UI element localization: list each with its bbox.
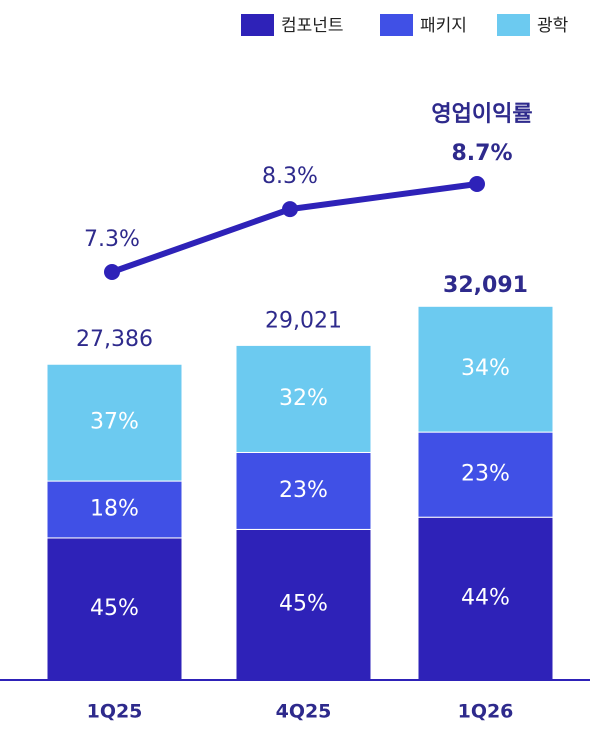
segment-label: 23% [461,462,510,487]
segment-label: 45% [90,596,139,621]
total-label: 32,091 [443,273,528,298]
legend-swatch [241,14,274,36]
segment-label: 23% [279,478,328,503]
segment-label: 44% [461,586,510,611]
segment-label: 18% [90,496,139,521]
segment-label: 37% [90,410,139,435]
bar-segment [417,431,554,518]
total-label: 27,386 [76,327,153,352]
bar-segment [46,537,183,681]
legend-label: 광학 [537,16,569,36]
margin-label: 8.7% [451,141,512,166]
legend-swatch [497,14,530,36]
legend-label: 패키지 [420,16,467,36]
x-tick-label: 1Q25 [87,701,143,723]
bar-segment [235,528,372,681]
margin-point [469,176,485,192]
x-tick-label: 4Q25 [276,701,332,723]
line-title: 영업이익률 [431,102,532,127]
segment-label: 45% [279,592,328,617]
bar-segment [417,516,554,681]
margin-point [104,264,120,280]
segment-label: 32% [279,386,328,411]
bar-segment [46,363,183,482]
legend-swatch [380,14,413,36]
margin-label: 7.3% [84,227,140,252]
bar-segment [235,451,372,530]
margin-point [282,201,298,218]
segment-label: 34% [461,356,510,381]
bar-segment [417,305,554,433]
total-label: 29,021 [265,308,342,333]
legend-label: 컴포넌트 [281,16,344,36]
x-tick-label: 1Q26 [458,701,514,723]
margin-label: 8.3% [262,164,318,189]
bar-segment [235,344,372,453]
